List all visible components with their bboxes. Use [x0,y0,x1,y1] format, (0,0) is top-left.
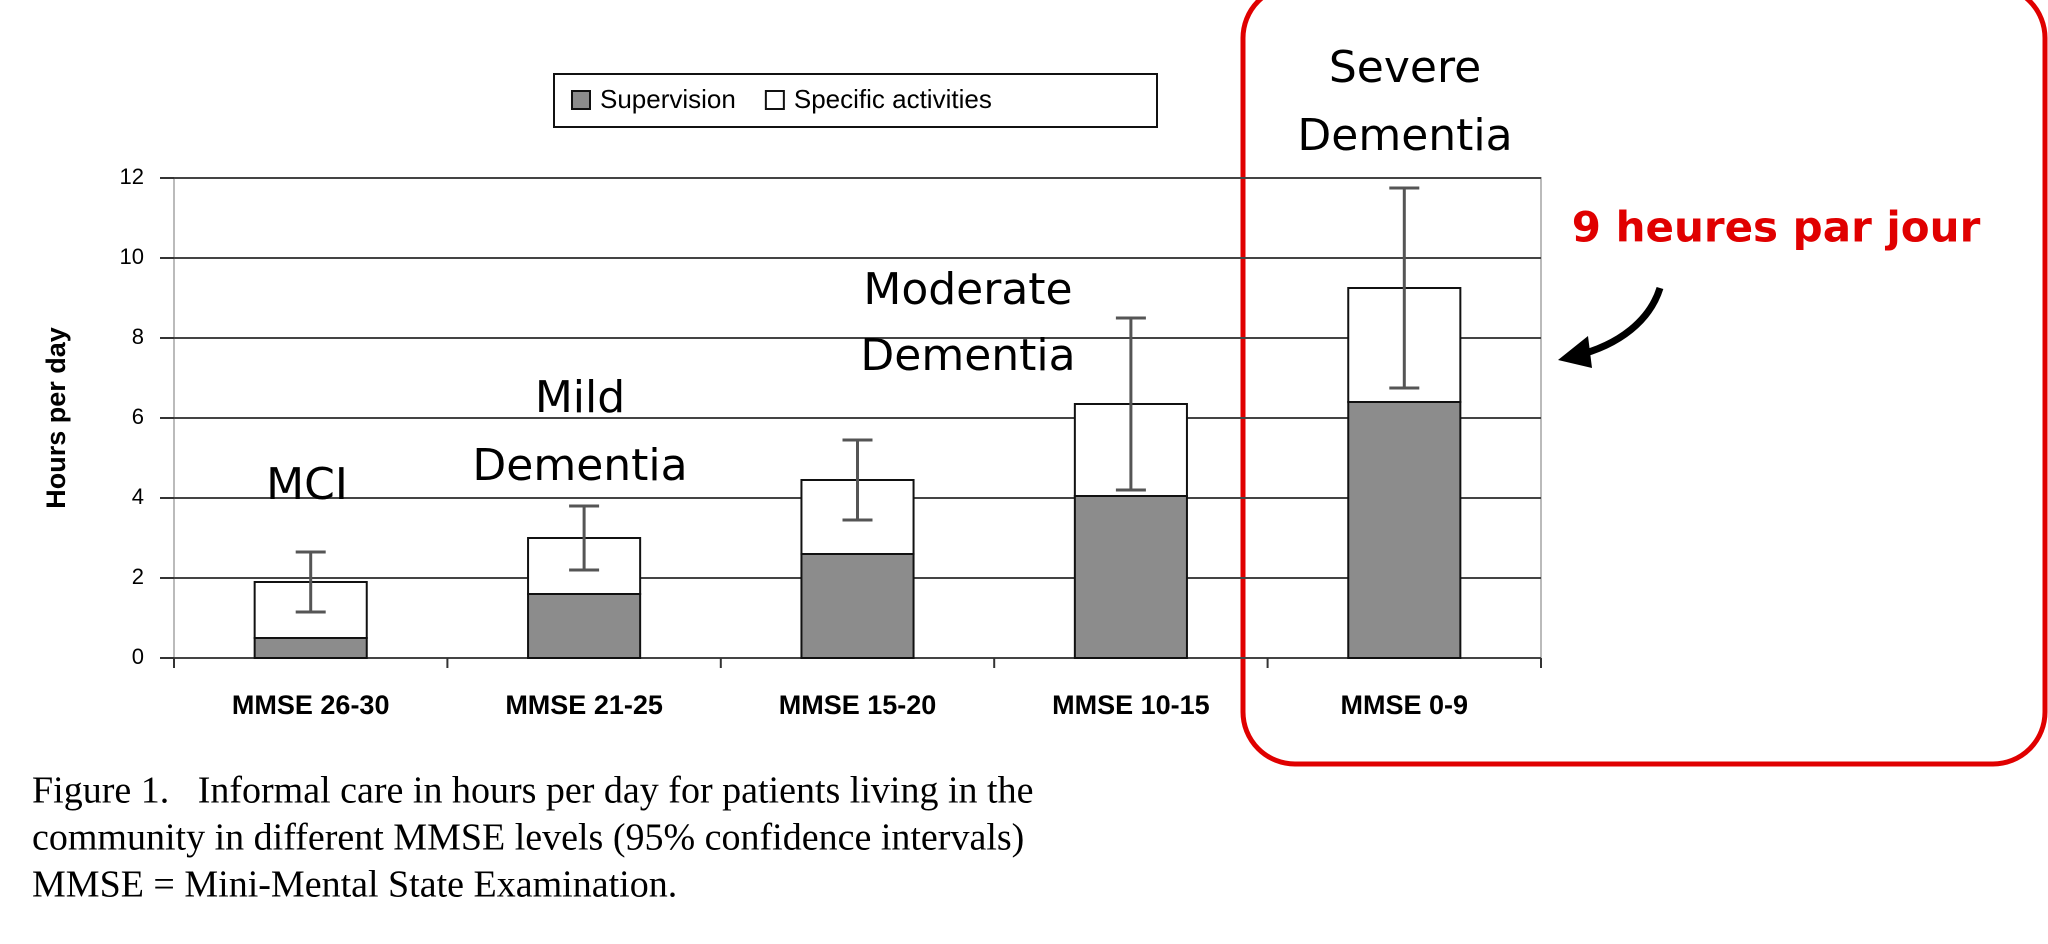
legend-swatch [764,90,785,110]
x-tick-label: MMSE 26-30 [232,690,390,720]
y-tick-label: 0 [132,644,144,669]
annotation: Dementia [1297,110,1512,161]
annotation: Severe [1329,42,1481,93]
error-bar [295,550,326,614]
annotation: Moderate [863,264,1072,315]
legend-box [553,73,1158,128]
x-tick-label: MMSE 15-20 [779,690,937,720]
annotation: Mild [535,372,625,423]
bar-segment [1073,495,1188,659]
y-axis-label: Hours per day [41,327,71,509]
annotation: Dementia [472,440,687,491]
y-tick-label: 4 [132,484,144,509]
error-bar [842,438,873,522]
y-tick-label: 10 [120,244,144,269]
annotation: MCI [266,459,348,510]
caption-line: Figure 1. Informal care in hours per day… [32,770,1033,812]
x-tick-label: MMSE 10-15 [1052,690,1210,720]
error-bar [569,504,600,572]
bar-segment [1347,401,1462,659]
y-tick-label: 2 [132,564,144,589]
x-tick-label: MMSE 0-9 [1341,690,1469,720]
legend-swatch [571,90,591,110]
y-tick-label: 6 [132,404,144,429]
legend-label: Specific activities [794,84,992,114]
y-tick-label: 12 [120,164,144,189]
caption-line: MMSE = Mini-Mental State Examination. [32,864,677,906]
y-tick-label: 8 [132,324,144,349]
callout: 9 heures par jour [1572,203,1981,252]
bar-segment [253,637,368,659]
bar-segment [800,553,915,659]
caption-line: community in different MMSE levels (95% … [32,817,1024,859]
error-bar [1115,316,1146,492]
highlight-box [1240,0,2048,767]
error-bar [1389,186,1420,390]
legend-label: Supervision [600,84,736,114]
arrow-head [1558,336,1592,368]
bar-segment [527,593,642,659]
x-tick-label: MMSE 21-25 [505,690,663,720]
annotation: Dementia [860,330,1075,381]
